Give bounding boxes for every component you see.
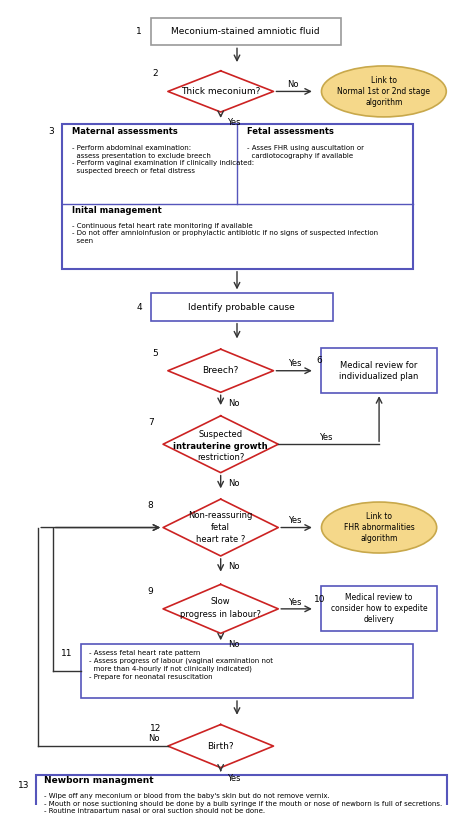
Text: No: No bbox=[148, 733, 159, 743]
Text: 4: 4 bbox=[136, 302, 142, 311]
Bar bbox=[151, 293, 333, 321]
Text: Maternal assessments: Maternal assessments bbox=[72, 127, 178, 136]
Text: Link to
FHR abnormalities
algorithm: Link to FHR abnormalities algorithm bbox=[344, 512, 414, 543]
Polygon shape bbox=[163, 585, 278, 633]
Text: restriction?: restriction? bbox=[197, 454, 245, 463]
Text: 6: 6 bbox=[317, 356, 322, 365]
Bar bbox=[321, 586, 437, 632]
Text: intrauterine growth: intrauterine growth bbox=[173, 441, 268, 450]
Text: Yes: Yes bbox=[228, 774, 241, 783]
Bar bbox=[36, 776, 447, 813]
Text: Yes: Yes bbox=[288, 598, 301, 606]
Text: fetal: fetal bbox=[211, 523, 230, 532]
Text: 5: 5 bbox=[153, 349, 158, 358]
Text: Slow: Slow bbox=[211, 597, 230, 606]
Text: 11: 11 bbox=[61, 650, 73, 659]
Polygon shape bbox=[163, 499, 278, 556]
Polygon shape bbox=[168, 71, 273, 112]
Text: Suspected: Suspected bbox=[199, 430, 243, 439]
Text: No: No bbox=[228, 640, 240, 649]
Ellipse shape bbox=[321, 502, 437, 553]
Text: No: No bbox=[228, 479, 240, 488]
Text: 8: 8 bbox=[148, 502, 154, 511]
Text: 10: 10 bbox=[314, 594, 325, 603]
Text: - Continuous fetal heart rate monitoring if available
- Do not offer amnioinfusi: - Continuous fetal heart rate monitoring… bbox=[72, 223, 378, 244]
Text: Yes: Yes bbox=[319, 433, 333, 442]
Text: Yes: Yes bbox=[228, 118, 241, 128]
Polygon shape bbox=[163, 415, 278, 472]
Text: 12: 12 bbox=[150, 724, 161, 733]
Text: Yes: Yes bbox=[288, 359, 301, 368]
Text: 9: 9 bbox=[148, 587, 154, 596]
Text: 7: 7 bbox=[148, 418, 154, 427]
Text: Medical review to
consider how to expedite
delivery: Medical review to consider how to expedi… bbox=[331, 593, 428, 624]
Bar bbox=[151, 18, 341, 46]
Text: 3: 3 bbox=[48, 127, 54, 136]
Bar bbox=[82, 644, 413, 698]
Bar bbox=[62, 124, 413, 269]
Text: No: No bbox=[228, 563, 240, 572]
Text: heart rate ?: heart rate ? bbox=[196, 535, 246, 544]
Text: progress in labour?: progress in labour? bbox=[180, 611, 261, 620]
Text: Birth?: Birth? bbox=[207, 741, 234, 750]
Text: 13: 13 bbox=[18, 780, 30, 789]
Text: Newborn managment: Newborn managment bbox=[44, 776, 154, 785]
Text: Fetal assessments: Fetal assessments bbox=[246, 127, 334, 136]
Text: Meconium-stained amniotic fluid: Meconium-stained amniotic fluid bbox=[171, 27, 320, 36]
Text: Medical review for
individualized plan: Medical review for individualized plan bbox=[339, 361, 419, 380]
Text: 1: 1 bbox=[136, 27, 142, 36]
Ellipse shape bbox=[321, 66, 447, 117]
Text: - Wipe off any meconium or blood from the baby's skin but do not remove vernix.
: - Wipe off any meconium or blood from th… bbox=[44, 793, 442, 813]
Text: No: No bbox=[287, 80, 299, 89]
Text: 2: 2 bbox=[153, 69, 158, 78]
Bar bbox=[321, 348, 437, 393]
Text: Non-reassuring: Non-reassuring bbox=[189, 511, 253, 520]
Text: Link to
Normal 1st or 2nd stage
algorithm: Link to Normal 1st or 2nd stage algorith… bbox=[337, 76, 430, 107]
Text: Yes: Yes bbox=[288, 516, 301, 525]
Text: - Assess fetal heart rate pattern
- Assess progress of labour (vaginal examinati: - Assess fetal heart rate pattern - Asse… bbox=[89, 650, 273, 680]
Text: - Perform abdominal examination:
  assess presentation to exclude breech
- Perfo: - Perform abdominal examination: assess … bbox=[72, 146, 254, 174]
Text: Breech?: Breech? bbox=[202, 366, 239, 376]
Text: Thick meconium?: Thick meconium? bbox=[181, 87, 260, 96]
Polygon shape bbox=[168, 724, 273, 767]
Text: - Asses FHR using auscultation or
  cardiotocography if available: - Asses FHR using auscultation or cardio… bbox=[246, 146, 364, 159]
Polygon shape bbox=[168, 349, 273, 393]
Text: Inital management: Inital management bbox=[72, 207, 162, 215]
Text: Identify probable cause: Identify probable cause bbox=[189, 302, 295, 311]
Text: No: No bbox=[228, 398, 240, 407]
